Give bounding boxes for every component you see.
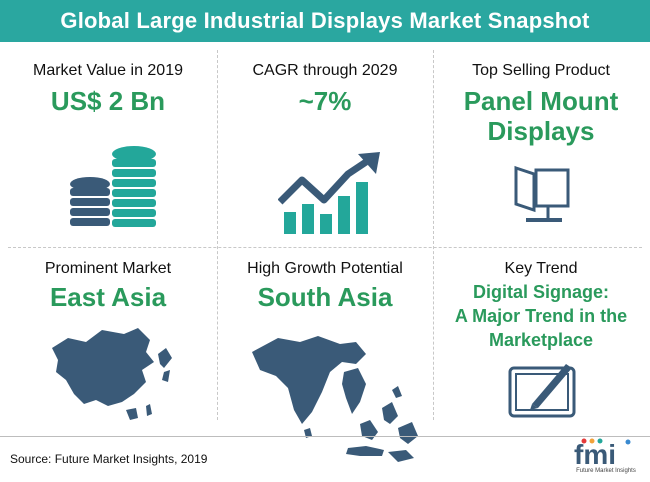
high-growth-value: South Asia (257, 282, 393, 312)
key-trend-cell: Key Trend Digital Signage: A Major Trend… (433, 260, 649, 352)
column-divider (433, 50, 434, 420)
digital-signage-icon (508, 364, 576, 418)
row-divider (8, 247, 642, 248)
fmi-logo: fmi Future Market Insights (572, 438, 640, 478)
coins-stack-icon (70, 146, 156, 227)
key-trend-value-line1: Digital Signage: (472, 282, 609, 302)
high-growth-cell: High Growth Potential South Asia (217, 260, 433, 312)
panel-monitor-icon (514, 165, 570, 222)
fmi-logo-mark: fmi (574, 438, 631, 470)
south-asia-map-icon (252, 336, 418, 462)
cagr-label: CAGR through 2029 (252, 62, 398, 79)
logo-subtext: Future Market Insights (576, 468, 636, 474)
top-product-label: Top Selling Product (472, 62, 610, 79)
key-trend-label: Key Trend (504, 260, 578, 277)
key-trend-value-line3: Marketplace (488, 330, 594, 350)
header-bar: Global Large Industrial Displays Market … (0, 0, 650, 42)
market-value-label: Market Value in 2019 (32, 62, 183, 79)
snapshot-grid: Market Value in 2019 US$ 2 Bn CAGR throu… (0, 42, 650, 462)
growth-chart-icon (278, 152, 380, 234)
prominent-market-label: Prominent Market (44, 260, 172, 277)
page-title: Global Large Industrial Displays Market … (60, 8, 590, 33)
prominent-market-value: East Asia (49, 282, 167, 312)
east-asia-map-icon (52, 328, 172, 420)
market-value-value: US$ 2 Bn (50, 86, 166, 116)
column-divider (217, 50, 218, 420)
cagr-cell: CAGR through 2029 ~7% (217, 62, 433, 116)
key-trend-value-line2: A Major Trend in the (454, 306, 628, 326)
footer-divider (0, 436, 650, 437)
prominent-market-cell: Prominent Market East Asia (0, 260, 216, 312)
logo-letters: fmi (574, 439, 616, 468)
cagr-value: ~7% (298, 86, 352, 116)
high-growth-label: High Growth Potential (247, 260, 403, 277)
top-product-cell: Top Selling Product Panel Mount Displays (433, 62, 649, 146)
top-product-value-line2: Displays (487, 116, 595, 146)
source-note: Source: Future Market Insights, 2019 (10, 452, 208, 466)
top-product-value-line1: Panel Mount (463, 86, 619, 116)
market-value-cell: Market Value in 2019 US$ 2 Bn (0, 62, 216, 116)
